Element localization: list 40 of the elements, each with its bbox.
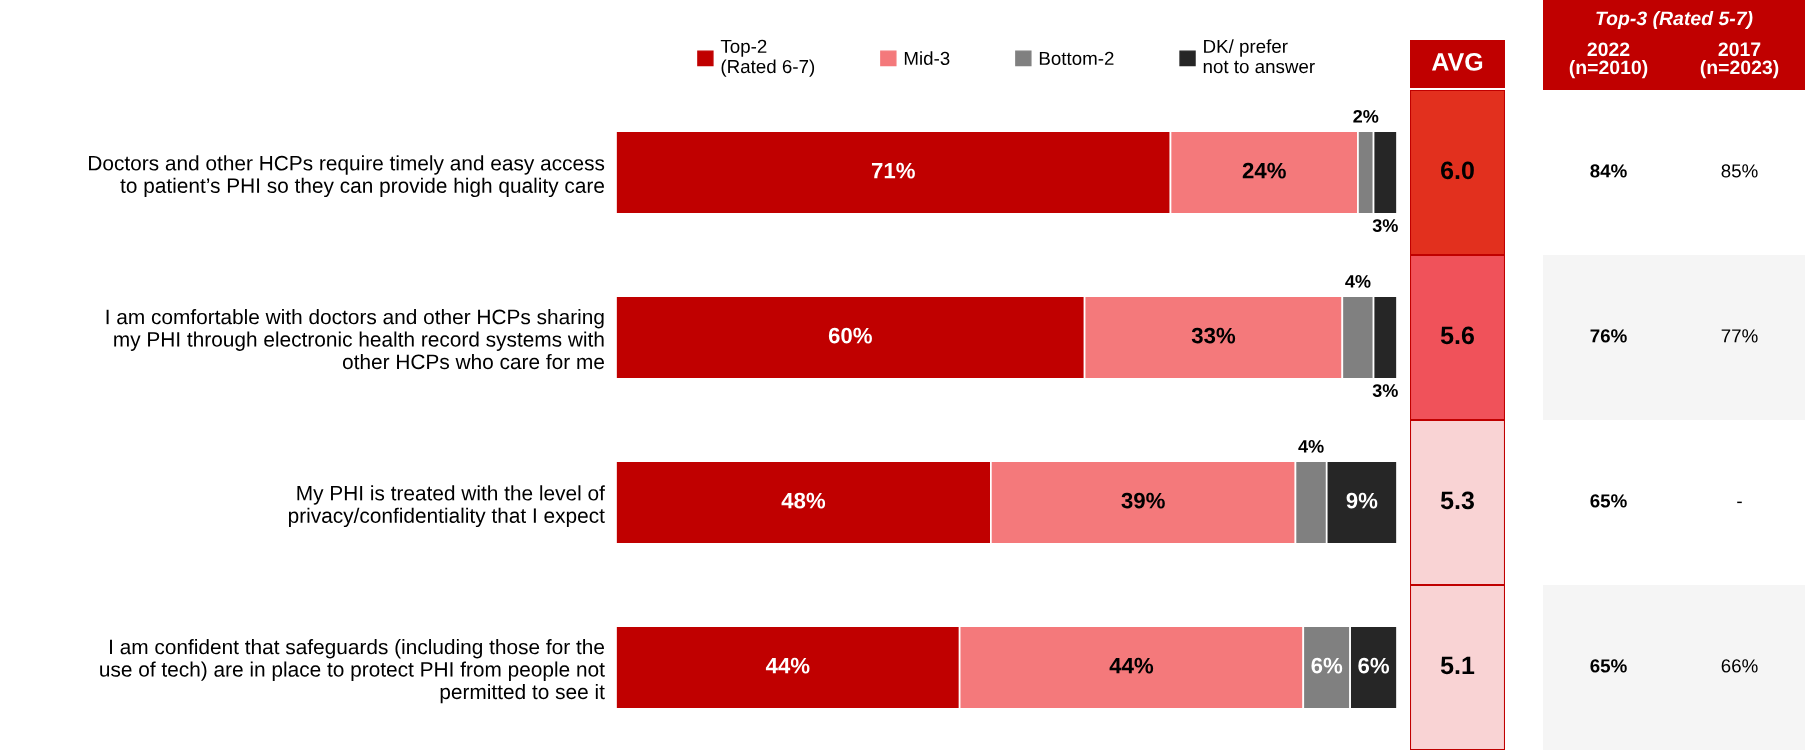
data-label: 2% xyxy=(1353,109,1379,123)
y-tick-label: I am comfortable with doctors and other HCPs sharing my PHI through electronic health record systems with other HCPs who care for me xyxy=(106,309,604,370)
data-label: 9% xyxy=(1346,492,1378,509)
data-label: 3% xyxy=(1372,384,1398,397)
text: - xyxy=(1737,501,1742,504)
text: 85% xyxy=(1721,164,1758,178)
text: 5.3 xyxy=(1440,491,1474,510)
text: 5.1 xyxy=(1440,656,1475,675)
text: 76% xyxy=(1590,329,1627,343)
text: 77% xyxy=(1721,329,1758,343)
legend-label: DK/ prefer not to answer xyxy=(1203,39,1315,74)
data-label: 6% xyxy=(1358,657,1390,674)
text: 2017 (n=2023) xyxy=(1700,42,1779,79)
data-label: 39% xyxy=(1121,492,1165,509)
legend-label: Bottom-2 xyxy=(1039,51,1114,66)
data-label: 6% xyxy=(1311,657,1343,674)
data-label: 44% xyxy=(765,657,810,674)
text: AVG xyxy=(1431,53,1483,71)
data-label: 3% xyxy=(1372,219,1398,232)
data-label: 48% xyxy=(781,492,826,509)
y-tick-label: My PHI is treated with the level of privacy/confidentiality that I expect xyxy=(288,485,605,528)
text: 66% xyxy=(1721,659,1758,673)
data-label: 33% xyxy=(1191,327,1236,344)
y-tick-label: I am confident that safeguards (including those for the use of tech) are in place to protect PHI from people not permitted to see it xyxy=(100,639,605,704)
y-tick-label: Doctors and other HCPs require timely and easy access to patient’s PHI so they can provide high quality care xyxy=(89,155,605,198)
data-label: 4% xyxy=(1345,274,1371,288)
data-label: 60% xyxy=(828,327,872,344)
text: 84% xyxy=(1590,164,1627,178)
text: 2022 (n=2010) xyxy=(1569,42,1648,79)
data-label: 4% xyxy=(1298,439,1324,453)
text: 5.6 xyxy=(1440,326,1474,345)
text: 65% xyxy=(1590,494,1627,508)
data-label: 44% xyxy=(1109,657,1154,674)
legend-label: Mid-3 xyxy=(904,51,950,66)
text: 65% xyxy=(1590,659,1627,673)
text: 6.0 xyxy=(1441,161,1474,180)
data-label: 24% xyxy=(1242,162,1286,179)
text: Top-3 (Rated 5-7) xyxy=(1596,10,1753,30)
legend-label: Top-2 (Rated 6-7) xyxy=(720,39,815,77)
data-label: 71% xyxy=(871,162,915,179)
